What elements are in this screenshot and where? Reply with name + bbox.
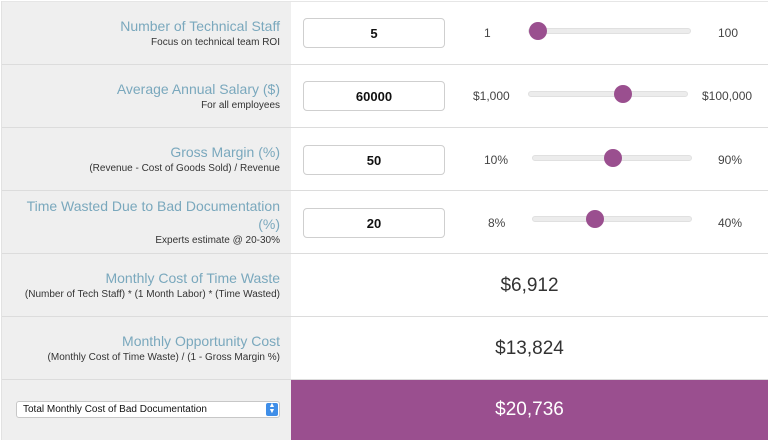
total-value-cell: $20,736	[291, 380, 768, 440]
time-wasted-slider[interactable]	[532, 210, 692, 228]
field-title: Average Annual Salary ($)	[116, 81, 280, 97]
slider-thumb[interactable]	[529, 22, 547, 40]
label-cell: Gross Margin (%) (Revenue - Cost of Good…	[2, 128, 291, 191]
field-subtitle: For all employees	[201, 100, 280, 111]
field-subtitle: (Number of Tech Staff) * (1 Month Labor)…	[24, 289, 280, 300]
slider-min-label: 1	[484, 26, 491, 40]
row-technical-staff: Number of Technical Staff Focus on techn…	[2, 1, 768, 65]
slider-max-label: 90%	[718, 153, 743, 167]
value-cell: 8% 40%	[291, 191, 768, 254]
total-value: $20,736	[495, 399, 564, 420]
slider-thumb[interactable]	[586, 210, 605, 228]
total-select-cell: Total Monthly Cost of Bad Documentation …	[2, 380, 291, 440]
gross-margin-slider[interactable]	[532, 149, 692, 167]
value-cell: $1,000 $100,000	[291, 65, 768, 128]
slider-min-label: $1,000	[473, 89, 510, 103]
field-title: Number of Technical Staff	[120, 18, 280, 34]
monthly-opportunity-cost-value: $13,824	[495, 337, 564, 359]
row-gross-margin: Gross Margin (%) (Revenue - Cost of Good…	[2, 127, 768, 191]
annual-salary-slider[interactable]	[528, 85, 688, 103]
label-cell: Time Wasted Due to Bad Documentation (%)…	[2, 191, 291, 254]
field-subtitle: (Revenue - Cost of Goods Sold) / Revenue	[89, 163, 280, 174]
field-subtitle: (Monthly Cost of Time Waste) / (1 - Gros…	[47, 352, 280, 363]
field-title: Monthly Cost of Time Waste	[105, 270, 280, 286]
technical-staff-input[interactable]	[303, 18, 445, 48]
monthly-time-waste-value: $6,912	[500, 274, 559, 296]
label-cell: Monthly Opportunity Cost (Monthly Cost o…	[2, 317, 291, 380]
field-subtitle: Experts estimate @ 20-30%	[155, 235, 280, 246]
annual-salary-input[interactable]	[303, 81, 445, 111]
value-cell: $6,912	[291, 254, 768, 317]
row-monthly-time-waste: Monthly Cost of Time Waste (Number of Te…	[2, 253, 768, 317]
slider-thumb[interactable]	[614, 85, 633, 103]
row-monthly-opportunity-cost: Monthly Opportunity Cost (Monthly Cost o…	[2, 316, 768, 380]
field-title: Time Wasted Due to Bad Documentation (%)	[26, 198, 280, 232]
label-cell: Number of Technical Staff Focus on techn…	[2, 2, 291, 65]
slider-thumb[interactable]	[604, 149, 622, 167]
row-time-wasted: Time Wasted Due to Bad Documentation (%)…	[2, 190, 768, 254]
label-cell: Average Annual Salary ($) For all employ…	[2, 65, 291, 128]
field-subtitle: Focus on technical team ROI	[151, 37, 280, 48]
row-total: Total Monthly Cost of Bad Documentation …	[2, 379, 768, 440]
field-title: Monthly Opportunity Cost	[122, 333, 280, 349]
select-chevron-icon[interactable]: ▲ ▼	[266, 402, 278, 416]
label-cell: Monthly Cost of Time Waste (Number of Te…	[2, 254, 291, 317]
slider-max-label: 100	[718, 26, 739, 40]
time-wasted-input[interactable]	[303, 208, 445, 238]
value-cell: $13,824	[291, 317, 768, 380]
field-title: Gross Margin (%)	[170, 144, 280, 160]
gross-margin-input[interactable]	[303, 145, 445, 175]
value-cell: 1 100	[291, 2, 768, 65]
total-type-selected: Total Monthly Cost of Bad Documentation	[23, 404, 207, 415]
technical-staff-slider[interactable]	[528, 22, 691, 40]
total-type-select[interactable]: Total Monthly Cost of Bad Documentation …	[16, 401, 280, 418]
value-cell: 10% 90%	[291, 128, 768, 191]
row-annual-salary: Average Annual Salary ($) For all employ…	[2, 64, 768, 128]
slider-min-label: 10%	[484, 153, 509, 167]
slider-min-label: 8%	[488, 216, 506, 230]
slider-max-label: $100,000	[702, 89, 753, 103]
slider-max-label: 40%	[718, 216, 743, 230]
